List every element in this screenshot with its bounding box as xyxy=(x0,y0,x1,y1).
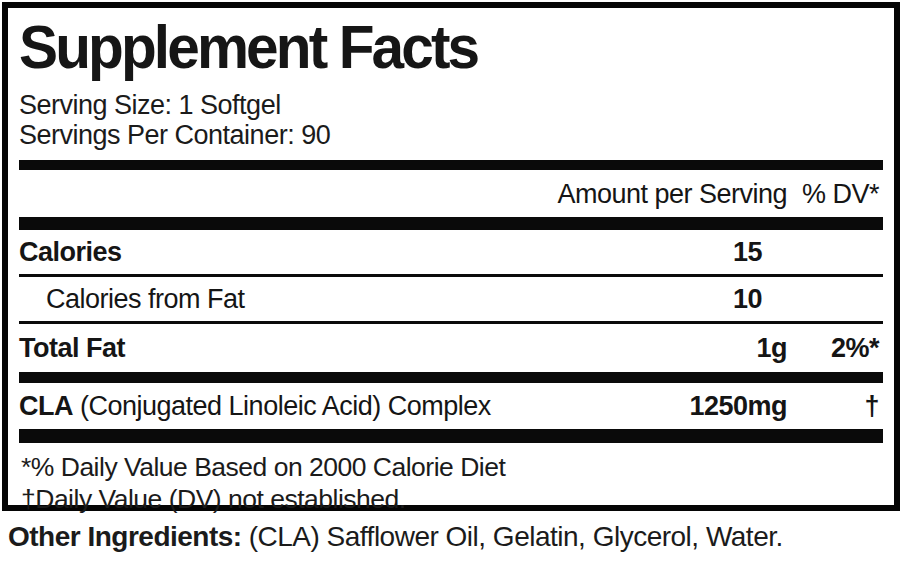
serving-info: Serving Size: 1 Softgel Servings Per Con… xyxy=(19,90,883,151)
percent-dv-header: % DV* xyxy=(787,179,883,210)
servings-per-container: Servings Per Container: 90 xyxy=(19,120,883,151)
table-row-total-fat: Total Fat 1g 2%* xyxy=(19,324,883,372)
row-dv: 2%* xyxy=(787,333,883,364)
panel-title: Supplement Facts xyxy=(19,18,848,78)
row-dv dagger-symbol: † xyxy=(787,391,883,422)
table-row-calories: Calories 15 xyxy=(19,230,883,277)
other-ingredients: Other Ingredients:(CLA) Safflower Oil, G… xyxy=(8,521,783,553)
serving-size: Serving Size: 1 Softgel xyxy=(19,90,883,121)
row-amount: 15 xyxy=(639,237,787,268)
row-amount: 10 xyxy=(639,284,787,315)
row-name: Calories xyxy=(19,237,639,268)
thick-divider-top xyxy=(19,160,883,170)
thick-divider-header xyxy=(19,217,883,230)
row-amount: 1g xyxy=(639,333,787,364)
row-name: CLA (Conjugated Linoleic Acid) Complex xyxy=(19,391,639,422)
page: Supplement Facts Serving Size: 1 Softgel… xyxy=(0,0,902,570)
row-name-abbr: CLA xyxy=(19,391,73,421)
footnotes: *% Daily Value Based on 2000 Calorie Die… xyxy=(19,443,883,526)
row-amount: 1250mg xyxy=(639,391,787,422)
amount-per-serving-header: Amount per Serving xyxy=(557,179,787,210)
other-ingredients-text: (CLA) Safflower Oil, Gelatin, Glycerol, … xyxy=(249,521,783,552)
row-name: Total Fat xyxy=(19,333,639,364)
table-header: Amount per Serving % DV* xyxy=(19,170,883,217)
footnote-daily-value: *% Daily Value Based on 2000 Calorie Die… xyxy=(21,451,883,483)
other-ingredients-label: Other Ingredients: xyxy=(8,521,242,552)
row-name: Calories from Fat xyxy=(19,284,639,315)
thick-divider-bottom xyxy=(19,429,883,443)
table-row-cla-complex: CLA (Conjugated Linoleic Acid) Complex 1… xyxy=(19,383,883,429)
row-name-detail: (Conjugated Linoleic Acid) Complex xyxy=(73,391,491,421)
thick-divider-mid xyxy=(19,372,883,383)
table-row-calories-from-fat: Calories from Fat 10 xyxy=(19,277,883,324)
footnote-dv-not-established: †Daily Value (DV) not established. xyxy=(21,483,883,515)
supplement-facts-panel: Supplement Facts Serving Size: 1 Softgel… xyxy=(2,2,900,511)
